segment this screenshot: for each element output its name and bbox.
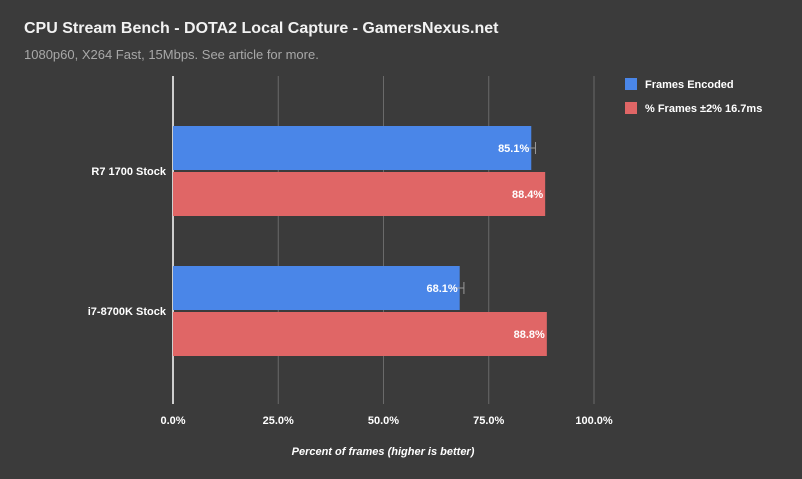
x-tick-label: 100.0%	[575, 415, 613, 427]
x-tick-label: 0.0%	[160, 415, 185, 427]
x-axis-title: Percent of frames (higher is better)	[292, 446, 475, 458]
legend-label: Frames Encoded	[645, 79, 734, 91]
data-label: 88.4%	[512, 189, 543, 201]
bar-frames-within-range	[173, 312, 547, 356]
bar-frames-encoded	[173, 266, 460, 310]
x-tick-label: 25.0%	[263, 415, 294, 427]
legend-swatch	[625, 102, 637, 114]
data-label: 85.1%	[498, 143, 529, 155]
x-tick-label: 75.0%	[473, 415, 504, 427]
x-tick-label: 50.0%	[368, 415, 399, 427]
legend-swatch	[625, 78, 637, 90]
legend-label: % Frames ±2% 16.7ms	[645, 103, 762, 115]
legend-layer: Frames Encoded % Frames ±2% 16.7ms	[625, 78, 762, 115]
category-label: i7-8700K Stock	[88, 306, 167, 318]
data-label: 68.1%	[426, 283, 457, 295]
bar-layer	[173, 126, 547, 356]
label-layer: 0.0% 25.0% 50.0% 75.0% 100.0% R7 1700 Stock i7…	[88, 143, 613, 427]
chart-title: CPU Stream Bench - DOTA2 Local Capture -…	[24, 20, 499, 37]
chart-subtitle: 1080p60, X264 Fast, 15Mbps. See article …	[24, 47, 319, 62]
data-label: 88.8%	[514, 329, 545, 341]
bar-frames-encoded	[173, 126, 532, 170]
bar-frames-within-range	[173, 172, 546, 216]
category-label: R7 1700 Stock	[91, 166, 166, 178]
